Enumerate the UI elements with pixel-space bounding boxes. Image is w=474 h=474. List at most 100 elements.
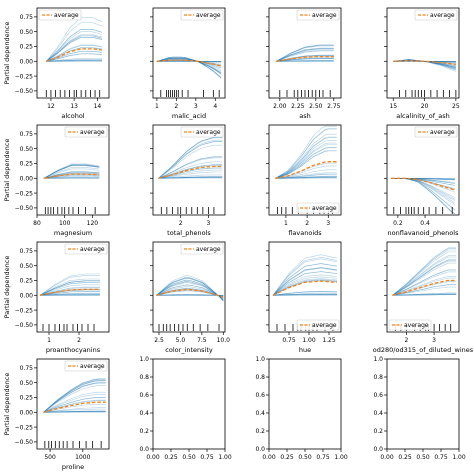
x-tick-label: 10.0 — [217, 337, 231, 344]
y-tick-label: −0.50 — [15, 322, 34, 329]
ice-line — [272, 291, 338, 296]
pdp-subplot: 2.00 2.25 2.50 2.75 ash average — [266, 7, 342, 120]
legend-box — [180, 9, 224, 21]
ice-line — [43, 164, 100, 179]
x-tick-label: 1 — [155, 103, 159, 110]
ice-line — [391, 178, 456, 211]
ice-line — [156, 57, 222, 74]
x-tick-label: 0.75 — [200, 454, 214, 461]
x-tick-label: 0.50 — [416, 454, 430, 461]
ice-line — [156, 60, 222, 64]
ice-line — [393, 59, 456, 68]
ice-line — [46, 53, 103, 62]
ice-line — [275, 147, 337, 179]
y-tick-label: −0.50 — [15, 205, 34, 212]
ice-line — [392, 294, 457, 296]
ice-line — [158, 161, 223, 179]
x-tick-label: 1.00 — [452, 454, 466, 461]
x-tick-label: 0.25 — [280, 454, 294, 461]
ice-line — [393, 59, 456, 67]
ice-line — [275, 137, 337, 179]
legend-label: average — [196, 12, 221, 19]
ice-line — [43, 403, 106, 413]
ice-line — [39, 287, 100, 296]
axes-frame — [152, 241, 226, 333]
ice-line — [276, 48, 334, 62]
ice-line — [158, 141, 223, 179]
ice-line — [39, 280, 100, 296]
x-tick-label: 2 — [404, 337, 408, 344]
ice-line — [43, 177, 100, 179]
ice-line — [46, 44, 103, 62]
ice-line — [275, 150, 337, 179]
ice-line — [43, 164, 100, 179]
x-tick-label: 15 — [389, 103, 397, 110]
ice-line — [46, 28, 103, 62]
legend-box — [414, 126, 458, 138]
ice-line — [275, 176, 337, 179]
ice-line — [275, 128, 337, 179]
ice-line — [392, 255, 457, 296]
ice-line — [46, 36, 103, 62]
ice-line — [156, 57, 222, 74]
ice-line — [156, 59, 222, 67]
average-line — [392, 279, 457, 296]
ice-line — [43, 380, 106, 413]
legend: average — [64, 360, 108, 372]
ice-line — [156, 275, 224, 302]
ice-line — [158, 176, 223, 179]
x-axis-label: magnesium — [54, 229, 92, 237]
x-tick-label: 3 — [206, 220, 210, 227]
y-axis-label: Partial dependence — [3, 256, 11, 319]
average-line — [46, 48, 103, 62]
legend: average — [296, 202, 340, 214]
x-tick-label: 1.00 — [334, 454, 348, 461]
ice-line — [156, 294, 224, 296]
ice-line — [393, 59, 456, 68]
ice-line — [276, 57, 334, 62]
ice-line — [46, 58, 103, 62]
ice-line — [272, 254, 338, 296]
ice-line — [392, 269, 457, 296]
y-tick-label: 0.25 — [20, 395, 34, 402]
x-tick-label: 2 — [77, 337, 81, 344]
ice-line — [276, 44, 334, 62]
ice-line — [272, 293, 338, 296]
y-tick-label: 0.00 — [20, 175, 34, 182]
legend-label: average — [312, 322, 337, 329]
ice-line — [275, 176, 337, 179]
ice-line — [391, 178, 456, 193]
x-tick-label: 2.50 — [309, 103, 323, 110]
ice-line — [392, 262, 457, 296]
ice-line — [156, 56, 222, 79]
x-tick-label: 0.75 — [434, 454, 448, 461]
ice-line — [158, 176, 223, 179]
average-line — [276, 55, 334, 62]
y-tick-label: 0.25 — [20, 161, 34, 168]
ice-line — [276, 47, 334, 62]
ice-line — [275, 169, 337, 179]
ice-line — [272, 291, 338, 296]
ice-line — [39, 275, 100, 296]
y-tick-label: 0.6 — [255, 392, 265, 399]
ice-line — [391, 178, 456, 202]
ice-line — [272, 267, 338, 296]
ice-line — [391, 178, 455, 186]
ice-line — [156, 58, 222, 74]
ice-line — [272, 256, 338, 296]
ice-line — [392, 281, 457, 296]
y-tick-label: 1.0 — [255, 356, 265, 363]
ice-line — [275, 165, 337, 179]
y-tick-label: 1.0 — [373, 356, 383, 363]
x-tick-label: 1.00 — [218, 454, 232, 461]
ice-line — [158, 139, 223, 179]
ice-line — [275, 144, 337, 179]
x-tick-label: 0.25 — [164, 454, 178, 461]
x-tick-label: 1000 — [75, 454, 90, 461]
pdp-subplot: 0.75 0.50 0.25 0.00 −0.25 −0.50 80 100 120 magnes… — [3, 124, 110, 237]
x-tick-label: 0.00 — [262, 454, 276, 461]
ice-line — [391, 178, 455, 180]
ice-line — [392, 294, 457, 296]
ice-line — [392, 276, 457, 296]
